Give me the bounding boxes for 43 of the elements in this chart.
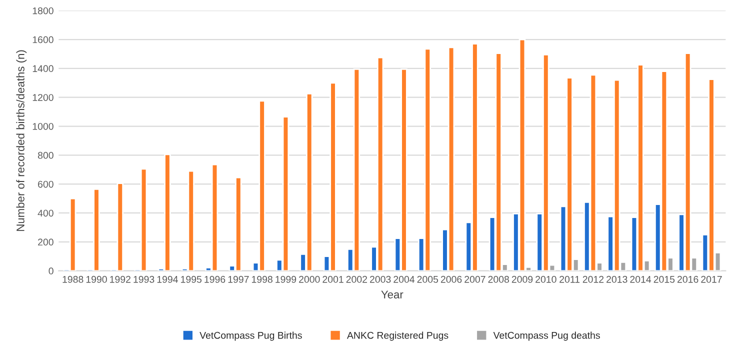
x-tick-label: 2000: [299, 276, 320, 283]
x-tick-label: 1992: [110, 276, 130, 283]
x-axis-title: Year: [381, 290, 404, 298]
y-tick-label: 200: [38, 238, 54, 246]
x-tick-label: 2011: [560, 276, 580, 283]
legend-label: VetCompass Pug deaths: [493, 332, 600, 341]
x-tick-label: 1997: [228, 276, 249, 283]
y-tick-label: 1400: [32, 65, 54, 72]
x-tick-label: 1993: [134, 276, 154, 283]
legend-label: VetCompass Pug Births: [200, 332, 302, 341]
x-tick-label: 2013: [606, 276, 628, 283]
x-tick-label: 1995: [181, 276, 202, 283]
x-tick-label: 2004: [394, 276, 415, 283]
x-tick-label: 2014: [630, 276, 652, 283]
y-axis-title: Number of recorded births/deaths (n): [16, 50, 27, 231]
x-tick-label: 2006: [440, 276, 462, 283]
y-tick-label: 1200: [32, 94, 54, 101]
x-tick-label: 2005: [417, 276, 438, 283]
x-tick-label: 2009: [512, 276, 533, 283]
legend-label: ANKC Registered Pugs: [346, 332, 448, 341]
y-tick-label: 600: [38, 180, 54, 188]
y-tick-label: 0: [48, 268, 54, 274]
x-tick-label: 1996: [204, 276, 226, 283]
x-tick-label: 1994: [157, 276, 178, 283]
x-tick-label: 2017: [701, 276, 722, 283]
x-tick-label: 2012: [582, 276, 604, 283]
x-tick-label: 1998: [252, 276, 272, 283]
x-tick-label: 1990: [86, 276, 107, 283]
y-tick-label: 800: [38, 152, 54, 159]
x-tick-label: 2008: [488, 276, 509, 283]
y-tick-label: 1600: [32, 36, 54, 44]
x-tick-label: 2015: [654, 276, 675, 283]
x-tick-label: 2003: [370, 276, 391, 283]
x-tick-label: 2001: [322, 276, 344, 283]
x-tick-label: 2016: [678, 276, 698, 283]
x-tick-label: 2002: [346, 276, 367, 283]
x-tick-label: 2010: [536, 276, 556, 283]
x-tick-label: 1999: [276, 276, 296, 283]
y-tick-label: 400: [38, 210, 54, 217]
x-tick-label: 2007: [464, 276, 486, 283]
y-tick-label: 1800: [32, 7, 54, 14]
x-tick-label: 1988: [62, 276, 84, 283]
y-tick-label: 1000: [32, 122, 54, 130]
